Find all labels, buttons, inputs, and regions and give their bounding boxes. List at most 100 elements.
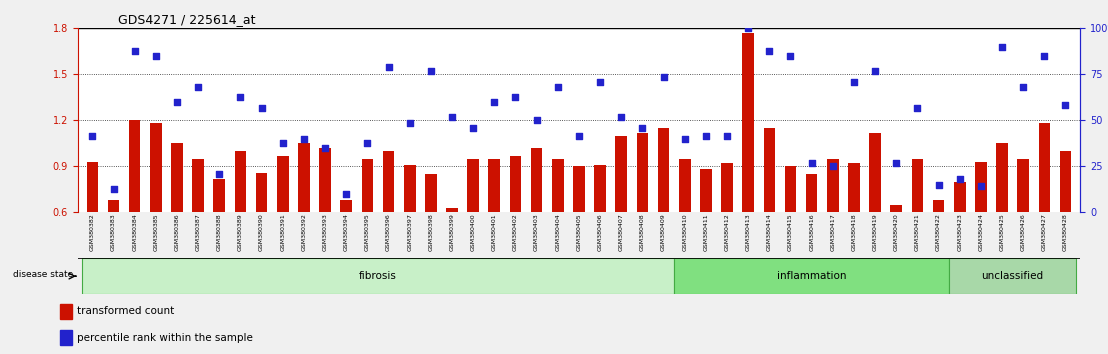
Text: GSM380412: GSM380412 [725,213,729,251]
Point [803,160,821,166]
Text: GSM380399: GSM380399 [450,213,454,251]
Bar [742,33,753,212]
Bar [1059,151,1071,212]
Bar [954,182,965,212]
Text: GSM380405: GSM380405 [576,213,582,251]
Bar [382,151,394,212]
Text: GSM380402: GSM380402 [513,213,517,251]
Bar [447,208,458,212]
Point [295,136,312,142]
Bar [340,200,352,212]
Point [951,176,968,182]
Bar [594,165,606,212]
Bar [827,159,839,212]
Bar [721,163,732,212]
Point [211,171,228,177]
Bar [129,120,141,212]
Bar [933,200,944,212]
Point [676,136,694,142]
Text: GSM380400: GSM380400 [471,213,475,251]
Text: GSM380406: GSM380406 [597,213,603,251]
Bar [1017,159,1029,212]
Bar [912,159,923,212]
Text: unclassified: unclassified [982,271,1044,281]
Point [760,48,778,54]
Bar [319,148,331,212]
Text: GSM380413: GSM380413 [746,213,750,251]
Point [464,125,482,131]
Text: GSM380382: GSM380382 [90,213,95,251]
Text: GSM380390: GSM380390 [259,213,264,251]
Point [972,183,989,189]
Text: GSM380416: GSM380416 [809,213,814,251]
Point [443,114,461,120]
Text: GSM380411: GSM380411 [704,213,708,251]
Point [1057,102,1075,108]
Bar [404,165,416,212]
Point [506,95,524,100]
Bar [950,258,1076,294]
Text: GSM380426: GSM380426 [1020,213,1026,251]
Bar [1038,124,1050,212]
Point [527,118,545,123]
Text: GSM380422: GSM380422 [936,213,941,251]
Bar [870,133,881,212]
Text: GSM380419: GSM380419 [873,213,878,251]
Point [147,53,165,59]
Point [571,133,588,138]
Text: GSM380409: GSM380409 [661,213,666,251]
Text: GSM380401: GSM380401 [492,213,496,251]
Point [993,44,1010,50]
Text: GSM380418: GSM380418 [851,213,856,251]
Bar [637,133,648,212]
Point [104,187,122,192]
Bar [361,159,373,212]
Bar [298,143,310,212]
Point [697,133,715,138]
Bar [784,166,797,212]
Point [634,125,652,131]
Bar [658,128,669,212]
Point [845,79,863,85]
Bar [489,159,500,212]
Text: transformed count: transformed count [78,306,175,316]
Bar [61,304,72,319]
Text: GSM380424: GSM380424 [978,213,984,251]
Text: GSM380420: GSM380420 [894,213,899,251]
Point [909,105,926,111]
Bar [468,159,479,212]
Bar [975,162,987,212]
Text: GSM380408: GSM380408 [640,213,645,251]
Point [359,141,377,146]
Text: percentile rank within the sample: percentile rank within the sample [78,333,254,343]
Text: GSM380414: GSM380414 [767,213,772,251]
Text: GSM380415: GSM380415 [788,213,793,251]
Point [337,191,355,197]
Text: GDS4271 / 225614_at: GDS4271 / 225614_at [117,13,255,26]
Point [739,25,757,31]
Text: GSM380386: GSM380386 [174,213,179,251]
Point [613,114,630,120]
Point [274,141,291,146]
Bar [277,156,288,212]
Text: GSM380387: GSM380387 [196,213,201,251]
Text: GSM380403: GSM380403 [534,213,540,251]
Point [866,68,884,74]
Bar [700,170,711,212]
Text: GSM380395: GSM380395 [365,213,370,251]
Text: inflammation: inflammation [777,271,847,281]
Bar [150,124,162,212]
Text: GSM380427: GSM380427 [1042,213,1047,251]
Point [422,68,440,74]
Bar [82,258,674,294]
Point [930,182,947,188]
Text: GSM380428: GSM380428 [1063,213,1068,251]
Point [1014,84,1032,90]
Bar [763,128,776,212]
Point [189,84,207,90]
Point [718,133,736,138]
Point [655,75,673,80]
Bar [891,205,902,212]
Bar [171,143,183,212]
Text: GSM380383: GSM380383 [111,213,116,251]
